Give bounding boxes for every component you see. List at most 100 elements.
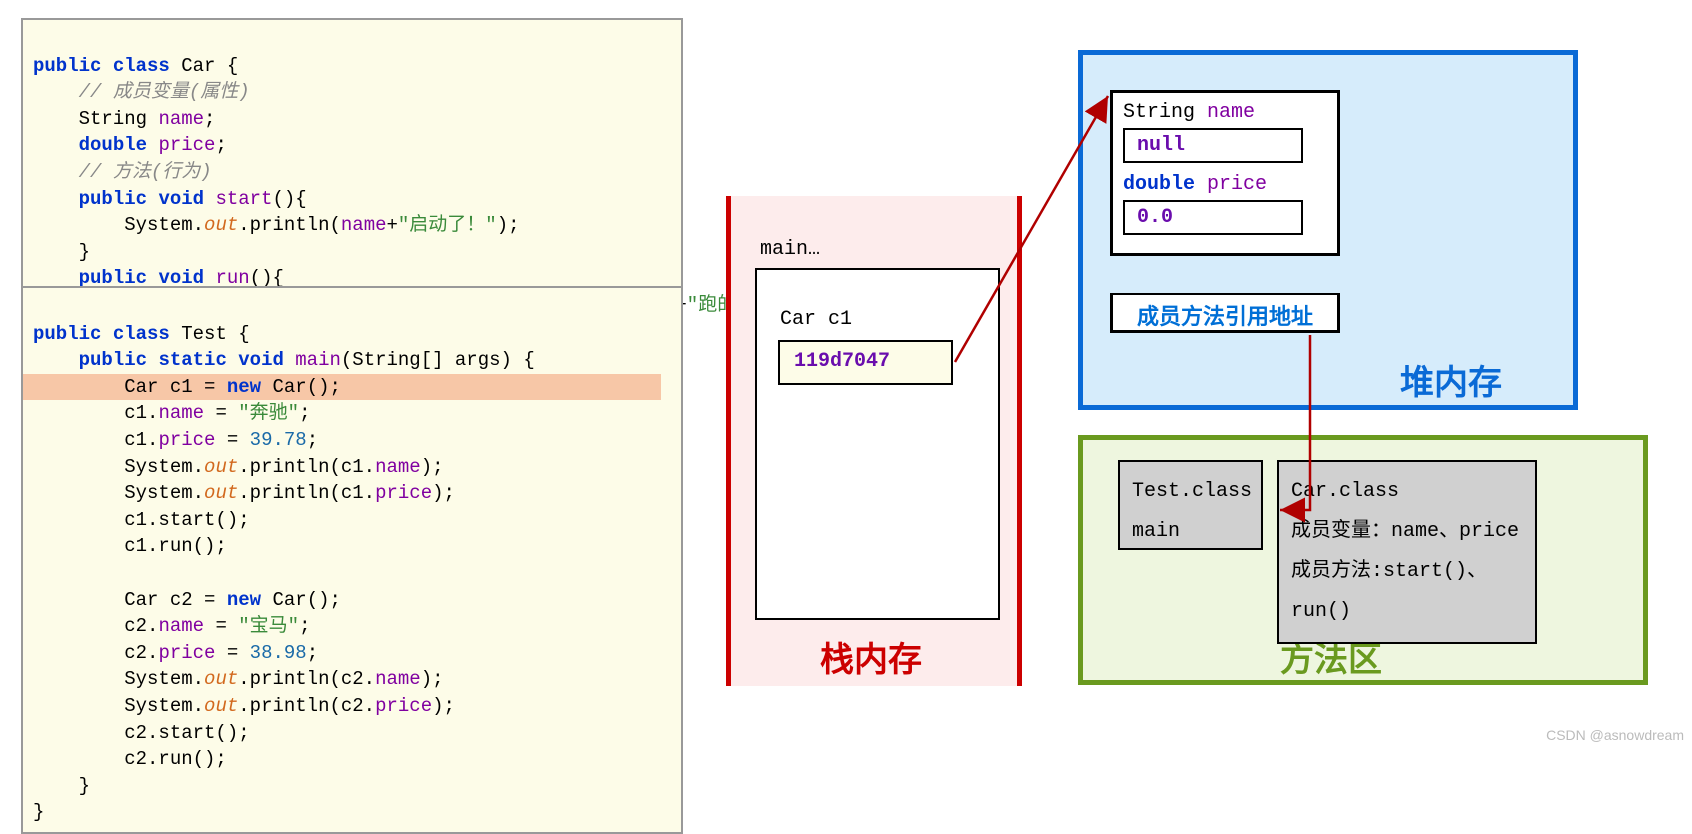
method-area-test-box: Test.class main (1118, 460, 1263, 550)
stack-region-title: 栈内存 (820, 632, 922, 682)
stack-c1-value-box: 119d7047 (778, 340, 953, 385)
var: c1 (170, 376, 193, 398)
assign: = (193, 376, 227, 398)
semi: ; (215, 134, 226, 156)
kw-public: public (33, 323, 101, 345)
price: price (158, 429, 215, 451)
field-row: double price (1123, 173, 1327, 196)
kw-new: new (227, 589, 261, 611)
call: .println(c2. (238, 668, 375, 690)
sys: System. (124, 482, 204, 504)
stack-c1-value: 119d7047 (780, 342, 951, 381)
field-value-name: null (1123, 128, 1303, 163)
sys: System. (124, 456, 204, 478)
main-label: main… (760, 238, 820, 261)
assign: = (215, 429, 249, 451)
kw-void: void (158, 188, 204, 210)
heap-method-ref-label: 成员方法引用地址 (1137, 306, 1313, 331)
kw-class: class (113, 323, 170, 345)
price: price (375, 482, 432, 504)
type: String (79, 108, 147, 130)
sys: System. (124, 695, 204, 717)
test-main: main (1132, 512, 1249, 552)
var: c2 (170, 589, 193, 611)
ctor: Car (272, 589, 306, 611)
kw-new: new (227, 376, 261, 398)
name: name (375, 456, 421, 478)
kw-class: class (113, 55, 170, 77)
heap-method-ref-box: 成员方法引用地址 (1110, 293, 1340, 333)
kw-double: double (79, 134, 147, 156)
watermark: CSDN @asnowdream (1546, 727, 1684, 743)
num: 39.78 (250, 429, 307, 451)
sig: (String[] args) { (341, 349, 535, 371)
sp (261, 376, 272, 398)
field-type: double (1123, 173, 1207, 196)
out: out (204, 214, 238, 236)
main: main (295, 349, 341, 371)
field-name: name (158, 108, 204, 130)
kw-public: public (79, 349, 147, 371)
close-brace: } (33, 801, 44, 823)
c2: c2. (124, 615, 158, 637)
end: ); (421, 456, 444, 478)
c2: c2. (124, 642, 158, 664)
call: c2.run(); (124, 748, 227, 770)
heap-region-title: 堆内存 (1400, 355, 1502, 405)
end: ); (432, 695, 455, 717)
heap-object-box: String name null double price 0.0 (1110, 90, 1340, 256)
sys: System. (124, 668, 204, 690)
out: out (204, 695, 238, 717)
field-value-price: 0.0 (1123, 200, 1303, 235)
method-area-car-box: Car.class 成员变量：name、price 成员方法:start()、r… (1277, 460, 1537, 644)
type: Car (124, 589, 170, 611)
field-row: String name (1123, 101, 1327, 124)
comment-field: // 成员变量(属性) (79, 81, 250, 103)
field-name: price (1207, 173, 1267, 196)
semi: ; (299, 615, 310, 637)
name: name (158, 615, 204, 637)
call: .println(c1. (238, 482, 375, 504)
price: price (158, 642, 215, 664)
name: name (375, 668, 421, 690)
close: ); (497, 214, 520, 236)
highlighted-line: Car c1 = new Car(); (23, 374, 661, 401)
num: 38.98 (250, 642, 307, 664)
test-class-file: Test.class (1132, 472, 1249, 512)
end: (); (307, 376, 341, 398)
end: ); (421, 668, 444, 690)
out: out (204, 668, 238, 690)
kw-static: static (158, 349, 226, 371)
code-box-test: public class Test { public static void m… (21, 286, 683, 834)
field-name: name (1207, 101, 1255, 124)
sys: System. (124, 214, 204, 236)
kw-void: void (238, 349, 284, 371)
close-brace: } (79, 241, 90, 263)
call: c2.start(); (124, 722, 249, 744)
call: .println(c1. (238, 456, 375, 478)
semi: ; (307, 429, 318, 451)
name: name (158, 402, 204, 424)
string: "启动了！" (398, 214, 497, 236)
call: .println(c2. (238, 695, 375, 717)
semi: ; (307, 642, 318, 664)
end: (); (307, 589, 341, 611)
semi: ; (204, 108, 215, 130)
assign: = (204, 402, 238, 424)
paren: (){ (272, 188, 306, 210)
assign: = (215, 642, 249, 664)
comment-method: // 方法(行为) (79, 161, 212, 183)
stack-c1-label: Car c1 (780, 308, 852, 331)
print: .println( (238, 214, 341, 236)
str: "奔驰" (238, 402, 299, 424)
assign: = (193, 589, 227, 611)
brace: { (227, 323, 250, 345)
arg-name: name (341, 214, 387, 236)
c1: c1. (124, 429, 158, 451)
car-fields: 成员变量：name、price (1291, 512, 1523, 552)
price: price (375, 695, 432, 717)
assign: = (204, 615, 238, 637)
ctor: Car (272, 376, 306, 398)
end: ); (432, 482, 455, 504)
out: out (204, 482, 238, 504)
